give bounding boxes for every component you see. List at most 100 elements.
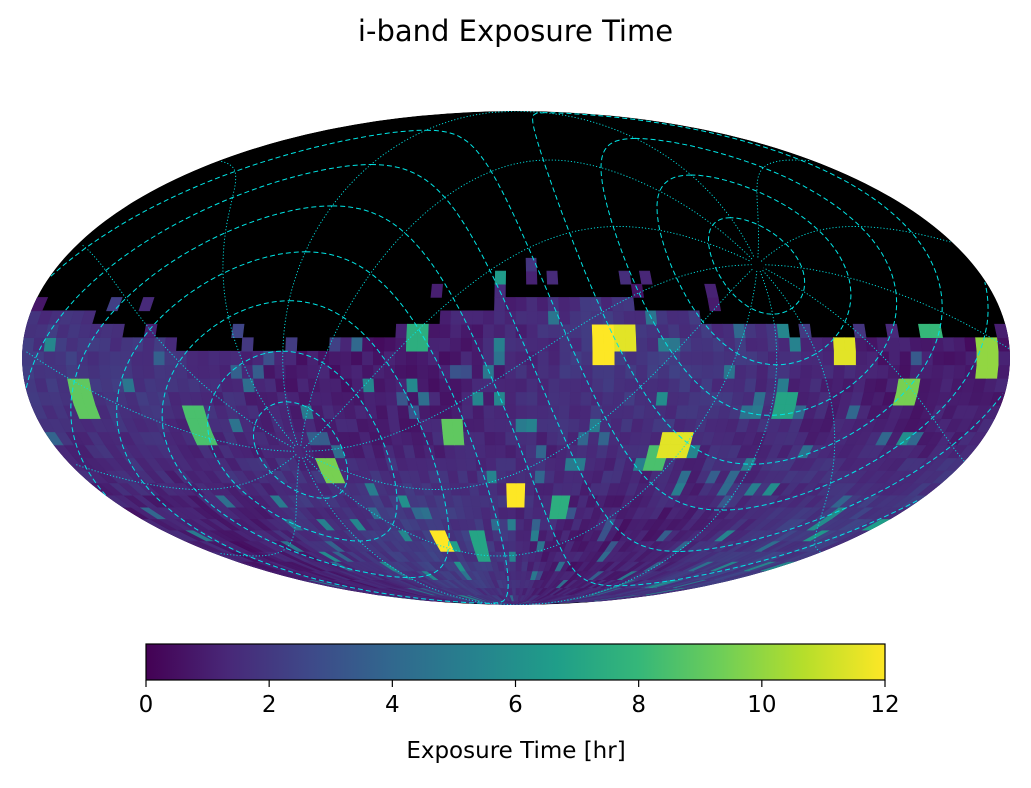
map-pixel <box>340 377 354 393</box>
map-pixel <box>526 364 539 379</box>
map-pixel <box>87 350 100 366</box>
map-pixel <box>98 350 111 366</box>
map-pixel <box>592 364 605 379</box>
map-pixel <box>493 391 506 406</box>
map-pixel <box>509 561 517 572</box>
map-pixel <box>219 350 231 366</box>
map-pixel <box>537 391 549 406</box>
map-pixel <box>43 337 57 352</box>
map-pixel <box>54 337 68 352</box>
map-pixel <box>515 518 525 531</box>
map-pixel <box>109 337 123 352</box>
map-pixel <box>688 310 702 325</box>
map-pixel <box>296 364 309 379</box>
map-pixel <box>386 404 400 419</box>
map-pixel <box>253 377 267 393</box>
map-pixel <box>417 391 431 406</box>
dotted-longitude-line <box>763 264 1010 349</box>
map-pixel <box>455 457 468 471</box>
map-pixel <box>230 364 243 379</box>
dashed-latitude-line <box>50 129 426 277</box>
map-pixel <box>515 431 527 446</box>
map-pixel <box>690 337 703 352</box>
map-pixel <box>588 418 602 433</box>
map-pixel <box>252 350 264 366</box>
map-pixel <box>811 337 824 352</box>
map-pixel <box>496 482 508 496</box>
map-pixel <box>577 431 590 446</box>
map-pixel <box>547 418 559 433</box>
colorbar-tick-label: 6 <box>508 692 523 718</box>
map-pixel <box>614 364 627 379</box>
map-pixel <box>833 350 846 366</box>
map-pixel <box>515 364 528 379</box>
map-pixel <box>536 431 548 446</box>
map-pixel <box>767 364 780 379</box>
map-pixel <box>493 364 506 379</box>
map-pixel <box>219 364 232 379</box>
map-pixel <box>554 457 567 471</box>
map-pixel <box>547 310 560 325</box>
map-pixel <box>449 364 462 379</box>
map-pixel <box>526 418 538 433</box>
map-pixel <box>636 350 649 366</box>
map-pixel <box>263 350 275 366</box>
map-pixel <box>623 391 636 406</box>
dashed-latitude-line <box>425 129 989 511</box>
map-pixel <box>558 391 571 406</box>
map-pixel <box>451 418 464 433</box>
map-pixel <box>526 391 539 406</box>
map-pixel <box>591 310 604 325</box>
map-pixel <box>544 457 557 471</box>
map-pixel <box>231 323 245 339</box>
map-pixel <box>997 337 1010 352</box>
map-pixel <box>603 364 616 379</box>
map-pixel <box>471 364 484 379</box>
map-pixel <box>142 337 156 352</box>
map-pixel <box>580 310 593 325</box>
map-pixel <box>452 431 465 446</box>
map-pixel <box>493 350 506 366</box>
map-pixel <box>494 418 506 433</box>
map-pixel <box>417 377 430 393</box>
map-pixel <box>143 323 158 339</box>
map-pixel <box>307 377 321 393</box>
map-pixel <box>505 431 517 446</box>
map-pixel <box>98 364 112 379</box>
map-pixel <box>702 350 714 366</box>
map-pixel <box>688 391 702 406</box>
map-pixel <box>557 418 570 433</box>
map-pixel <box>876 364 890 379</box>
map-pixel <box>855 350 868 366</box>
map-pixel <box>372 337 386 352</box>
map-pixel <box>164 350 177 366</box>
map-pixel <box>609 418 623 433</box>
coordinate-overlay <box>25 111 1010 605</box>
map-pixel <box>138 297 155 312</box>
map-pixel <box>767 337 780 352</box>
map-pixel <box>515 404 528 419</box>
map-pixel <box>197 364 211 379</box>
map-pixel <box>490 518 501 531</box>
map-pixel <box>120 350 133 366</box>
map-pixel <box>489 506 500 520</box>
map-pixel <box>591 391 604 406</box>
map-pixel <box>502 551 511 562</box>
map-pixel <box>231 377 245 393</box>
map-pixel <box>865 337 879 352</box>
map-pixel <box>87 364 101 379</box>
map-pixel <box>555 444 568 459</box>
map-pixel <box>241 350 253 366</box>
map-pixel <box>647 350 660 366</box>
map-pixel <box>362 337 375 352</box>
map-pixel <box>811 364 824 379</box>
map-pixel <box>507 529 517 542</box>
map-pixel <box>510 570 517 581</box>
map-pixel <box>548 364 561 379</box>
map-pixel <box>658 350 670 366</box>
map-pixel <box>438 364 451 379</box>
map-pixel <box>504 364 517 379</box>
colorbar-tick-label: 8 <box>631 692 646 718</box>
map-pixel <box>548 337 561 352</box>
map-pixel <box>798 377 812 393</box>
